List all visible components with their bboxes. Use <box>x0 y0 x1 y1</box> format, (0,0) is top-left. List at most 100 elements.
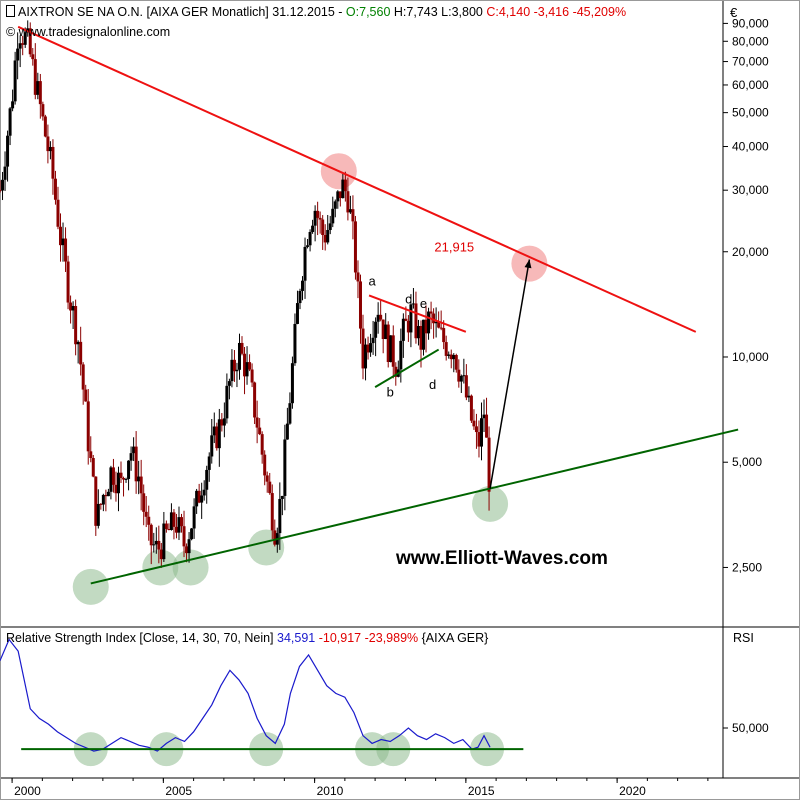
projection-arrow <box>489 259 531 489</box>
candle-down <box>316 210 320 218</box>
candle-down <box>258 427 262 435</box>
candle-up <box>384 324 388 339</box>
candle-down <box>321 219 325 236</box>
candle-down <box>323 235 327 243</box>
candle-down <box>358 281 362 329</box>
circle-markers <box>72 153 548 605</box>
candle-down <box>379 314 383 320</box>
candle-up <box>23 32 27 45</box>
candle-down <box>472 420 476 427</box>
candle-up <box>434 321 438 324</box>
line-chart-icon <box>6 5 15 17</box>
candle-down <box>457 369 461 382</box>
candle-down <box>31 54 35 60</box>
candle-down <box>346 191 350 213</box>
candle-down <box>432 313 436 324</box>
candle-down <box>94 476 98 526</box>
candle-down <box>111 467 115 485</box>
candle-down <box>437 321 441 328</box>
candle-down <box>164 523 168 529</box>
candle-up <box>409 304 413 333</box>
candle-down <box>366 344 370 353</box>
rsi-change-percent: -23,989% <box>364 631 419 645</box>
candle-down <box>454 355 458 370</box>
candle-up <box>177 517 181 533</box>
candle-up <box>217 419 221 449</box>
candle-up <box>459 375 463 382</box>
candle-up <box>467 395 471 398</box>
candle-up <box>374 321 378 338</box>
candle-up <box>376 314 380 322</box>
candle-up <box>283 439 287 496</box>
y-tick-label: 70,000 <box>732 55 769 69</box>
candle-down <box>99 503 103 505</box>
candle-up <box>109 467 113 492</box>
candle-down <box>104 494 108 497</box>
y-tick-label: 60,000 <box>732 78 769 92</box>
candle-down <box>485 414 489 438</box>
candle-down <box>147 516 151 525</box>
candle-up <box>169 512 173 530</box>
candle-down <box>243 353 247 377</box>
currency-symbol: € <box>730 5 738 20</box>
candle-up <box>3 166 7 180</box>
candle-up <box>479 418 483 447</box>
candle-up <box>192 506 196 529</box>
rsi-change: -10,917 <box>318 631 362 645</box>
triangle-lower-trendline <box>374 348 440 388</box>
candle-up <box>280 495 284 499</box>
candle-up <box>326 229 330 243</box>
y-tick-label: 2,500 <box>732 560 762 574</box>
candle-up <box>235 369 239 372</box>
candle-up <box>13 60 17 102</box>
candle-up <box>230 359 234 382</box>
candle-down <box>197 490 201 503</box>
chart-header: AIXTRON SE NA O.N. [AIXA GER Monatlich] … <box>6 5 626 19</box>
target-label: 21,915 <box>434 240 474 255</box>
candle-up <box>124 478 128 480</box>
candle-up <box>369 343 373 353</box>
y-tick-label: 40,000 <box>732 140 769 154</box>
candle-down <box>157 540 161 550</box>
candle-down <box>439 327 443 329</box>
candle-down <box>139 476 143 494</box>
candle-down <box>41 104 45 117</box>
rsi-line <box>0 638 491 752</box>
green-circle-marker <box>72 568 109 605</box>
candle-down <box>86 401 90 452</box>
rsi-panel: 50,000 <box>0 638 769 767</box>
candle-up <box>301 280 305 291</box>
candle-up <box>313 210 317 226</box>
candle-down <box>74 306 78 345</box>
rsi-value: 34,591 <box>277 631 316 645</box>
candle-down <box>220 419 224 426</box>
candle-up <box>364 344 368 369</box>
candle-up <box>306 245 310 247</box>
candle-down <box>424 319 428 334</box>
watermark: www.Elliott-Waves.com <box>396 548 608 569</box>
green-circle-marker <box>172 549 209 586</box>
candle-down <box>215 426 219 449</box>
candle-up <box>101 494 105 505</box>
candle-down <box>469 395 473 421</box>
candle-down <box>273 530 277 545</box>
candle-up <box>48 146 52 152</box>
green-circle-marker <box>472 485 509 522</box>
candle-down <box>253 382 257 418</box>
candle-up <box>212 426 216 436</box>
wave-label-b: b <box>387 385 394 400</box>
y-tick-label: 80,000 <box>732 34 769 48</box>
candle-down <box>474 426 478 433</box>
candle-down <box>182 526 186 547</box>
candle-up <box>295 303 299 324</box>
candle-up <box>8 108 12 136</box>
candle-down <box>167 528 171 530</box>
candle-up <box>129 453 133 461</box>
candle-up <box>6 135 10 167</box>
triangle-upper-trendline <box>368 294 467 333</box>
candle-down <box>89 451 93 459</box>
candle-up <box>96 503 100 526</box>
candle-up <box>308 231 312 246</box>
